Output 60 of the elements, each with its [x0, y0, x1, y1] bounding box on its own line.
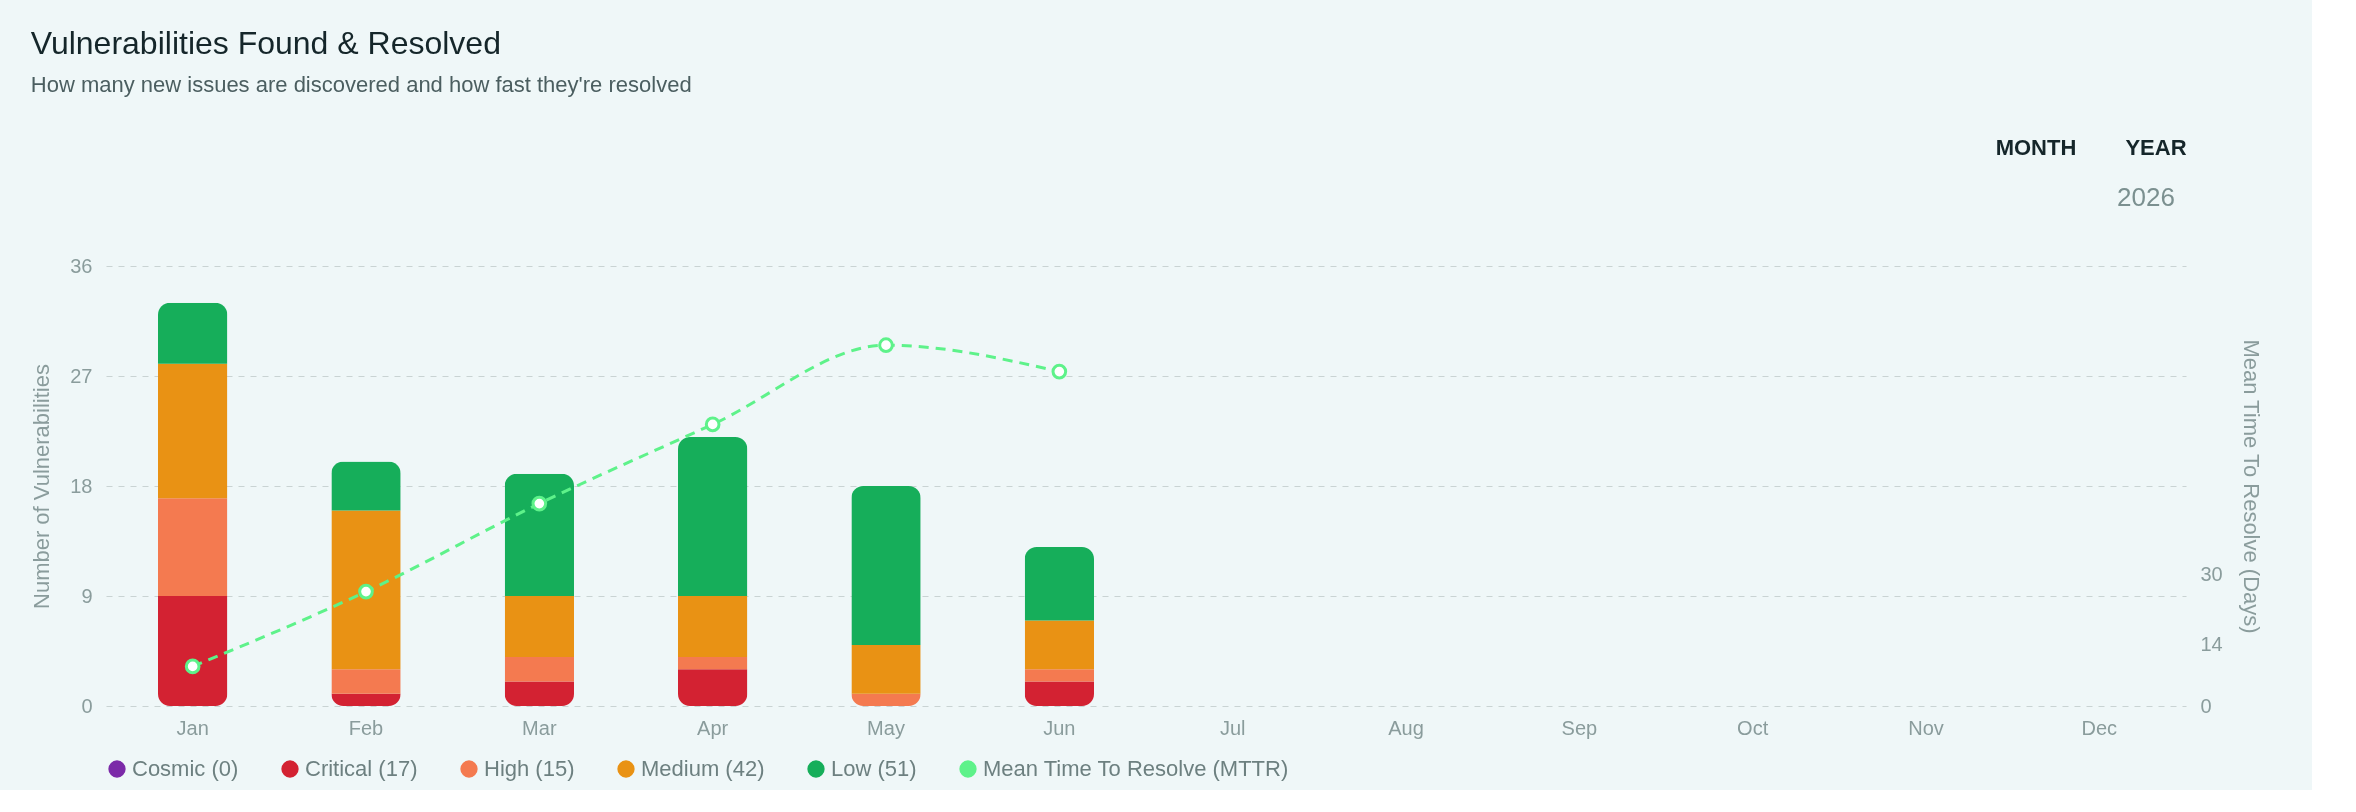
chart-subtitle: How many new issues are discovered and how fast they're resolved — [30, 72, 692, 97]
bar — [678, 596, 748, 658]
bar — [504, 596, 574, 658]
bar — [158, 596, 228, 706]
y-tick-label: 36 — [70, 254, 93, 277]
text: YEAR — [2125, 135, 2187, 160]
point — [1051, 363, 1068, 380]
bar — [851, 486, 921, 645]
x-tick-label: Sep — [1561, 716, 1598, 739]
bar — [678, 437, 748, 596]
x-tick-label: Aug — [1388, 716, 1424, 739]
chart-title: Vulnerabilities Found & Resolved — [30, 25, 501, 61]
legend-label: Mean Time To Resolve (MTTR) — [983, 756, 1289, 781]
x-tick-label: Apr — [697, 716, 729, 739]
bar — [851, 644, 921, 694]
y2-tick-label: 30 — [2200, 562, 2223, 585]
point — [878, 337, 894, 354]
point — [358, 583, 374, 600]
bar — [504, 681, 574, 706]
x-tick-label: Dec — [2081, 716, 2118, 739]
y2-tick-label: 14 — [2200, 632, 2223, 655]
bar — [1024, 681, 1094, 706]
bar — [158, 498, 228, 596]
x-tick-label: Oct — [1737, 716, 1769, 739]
y-axis-title: Number of Vulnerabilities — [29, 364, 55, 609]
bar — [1024, 620, 1094, 670]
bar — [158, 363, 228, 499]
y-tick-label: 0 — [81, 694, 93, 717]
bar — [331, 510, 401, 670]
x-tick-label: Mar — [522, 716, 557, 739]
bar — [678, 669, 748, 706]
bar — [1024, 669, 1094, 682]
x-tick-label: May — [867, 716, 905, 739]
y-tick-label: 9 — [81, 584, 93, 607]
bar — [331, 669, 401, 694]
y2-tick-label: 0 — [2200, 694, 2212, 717]
x-tick-label: Jun — [1043, 716, 1076, 739]
text: 2026 — [2117, 182, 2175, 212]
bar — [1024, 547, 1094, 621]
bar — [678, 657, 748, 670]
x-tick-label: Jul — [1219, 716, 1246, 739]
x-tick-label: Nov — [1908, 716, 1944, 739]
y-tick-label: 27 — [70, 364, 93, 387]
y2-axis-title: Mean Time To Resolve (Days) — [2238, 339, 2264, 634]
point — [531, 495, 548, 512]
bar — [504, 473, 574, 596]
legend-label: Cosmic (0) — [132, 756, 239, 781]
x-tick-label: Jan — [176, 716, 209, 739]
y-tick-label: 18 — [70, 474, 93, 497]
point — [704, 416, 721, 433]
bar — [331, 461, 401, 511]
legend-label: Medium (42) — [641, 756, 765, 781]
legend-label: Low (51) — [831, 756, 917, 781]
bar — [158, 302, 228, 364]
x-tick-label: Feb — [348, 716, 384, 739]
text: MONTH — [1995, 135, 2077, 160]
point — [184, 658, 201, 675]
legend-label: Critical (17) — [305, 756, 418, 781]
legend-label: High (15) — [484, 756, 575, 781]
bar — [504, 657, 574, 682]
